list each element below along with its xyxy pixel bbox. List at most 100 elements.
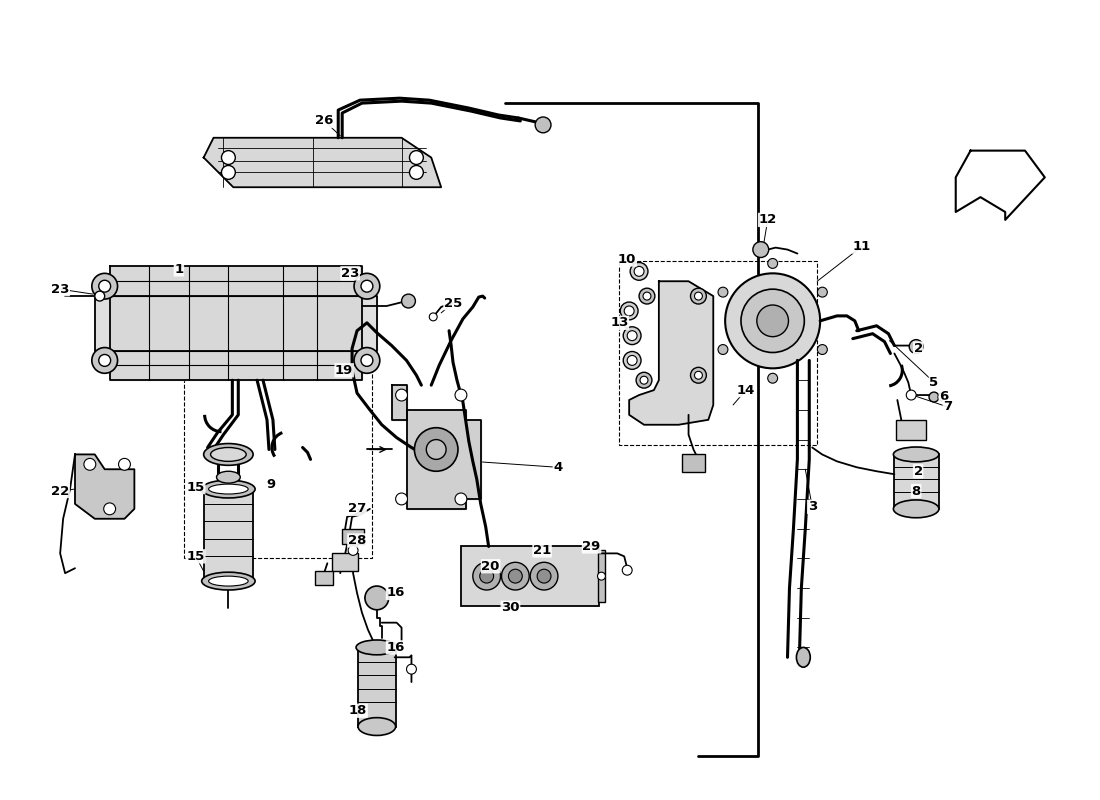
Polygon shape [204,138,441,187]
Circle shape [691,367,706,383]
Text: 5: 5 [930,376,938,389]
Circle shape [508,570,522,583]
Circle shape [402,294,416,308]
Text: 14: 14 [737,384,755,397]
Circle shape [718,287,728,297]
Circle shape [910,340,923,354]
Circle shape [84,458,96,470]
Circle shape [718,345,728,354]
Ellipse shape [201,572,255,590]
Circle shape [906,390,916,400]
Circle shape [624,306,634,316]
Text: 9: 9 [266,478,275,490]
Circle shape [91,274,118,299]
Polygon shape [75,454,134,518]
Text: 18: 18 [349,704,367,718]
Circle shape [640,376,648,384]
Circle shape [930,392,939,402]
Bar [184,291,372,558]
Text: 15: 15 [187,550,205,563]
Ellipse shape [209,484,249,494]
Ellipse shape [210,447,246,462]
Text: 4: 4 [553,461,562,474]
Text: 8: 8 [912,485,921,498]
Circle shape [694,371,703,379]
Text: 28: 28 [348,534,366,547]
Circle shape [91,347,118,374]
Circle shape [597,572,605,580]
Bar [316,571,333,585]
Bar [342,529,364,545]
Circle shape [361,280,373,292]
Circle shape [427,439,447,459]
Circle shape [634,266,643,276]
Ellipse shape [209,576,249,586]
Polygon shape [956,150,1045,220]
Text: 16: 16 [386,586,405,599]
Circle shape [455,389,466,401]
Circle shape [480,570,494,583]
Text: 13: 13 [610,316,628,330]
Circle shape [530,562,558,590]
Text: 23: 23 [51,282,69,296]
Ellipse shape [796,647,811,667]
Text: 7: 7 [943,401,953,414]
Circle shape [348,546,358,555]
Ellipse shape [217,471,240,483]
Circle shape [354,274,379,299]
Polygon shape [110,266,362,380]
Circle shape [536,117,551,133]
Circle shape [415,428,458,471]
Text: 25: 25 [444,297,462,310]
Ellipse shape [358,718,396,735]
Text: 6: 6 [939,390,948,402]
Circle shape [354,347,379,374]
Circle shape [691,288,706,304]
Circle shape [741,289,804,353]
Ellipse shape [893,447,939,462]
Circle shape [630,262,648,280]
Bar [461,546,600,606]
Text: 21: 21 [534,544,551,557]
Polygon shape [392,385,481,509]
Circle shape [99,280,111,292]
Circle shape [396,493,407,505]
Circle shape [365,586,388,610]
Circle shape [768,258,778,268]
Circle shape [455,493,466,505]
Bar [332,554,358,571]
Text: 20: 20 [482,560,499,573]
Polygon shape [95,296,377,350]
Circle shape [409,150,424,165]
Circle shape [502,562,529,590]
Circle shape [473,562,500,590]
Circle shape [103,503,116,514]
Circle shape [817,287,827,297]
Ellipse shape [201,480,255,498]
Circle shape [725,274,821,368]
Text: 30: 30 [502,602,519,614]
Text: 2: 2 [914,465,923,478]
Circle shape [221,150,235,165]
Circle shape [221,166,235,179]
Text: 29: 29 [582,540,601,553]
Text: 2: 2 [914,342,923,355]
Text: 27: 27 [348,502,366,515]
Circle shape [639,288,654,304]
Bar [619,262,817,445]
Polygon shape [629,282,713,425]
Circle shape [361,354,373,366]
Text: 10: 10 [618,253,637,266]
Circle shape [99,354,111,366]
Bar [358,647,396,726]
Circle shape [623,566,632,575]
Text: 22: 22 [51,485,69,498]
Circle shape [636,372,652,388]
Circle shape [396,389,407,401]
Circle shape [624,351,641,370]
Text: 19: 19 [336,364,353,377]
Circle shape [537,570,551,583]
Bar [204,487,253,581]
Circle shape [429,313,437,321]
Ellipse shape [356,640,397,655]
